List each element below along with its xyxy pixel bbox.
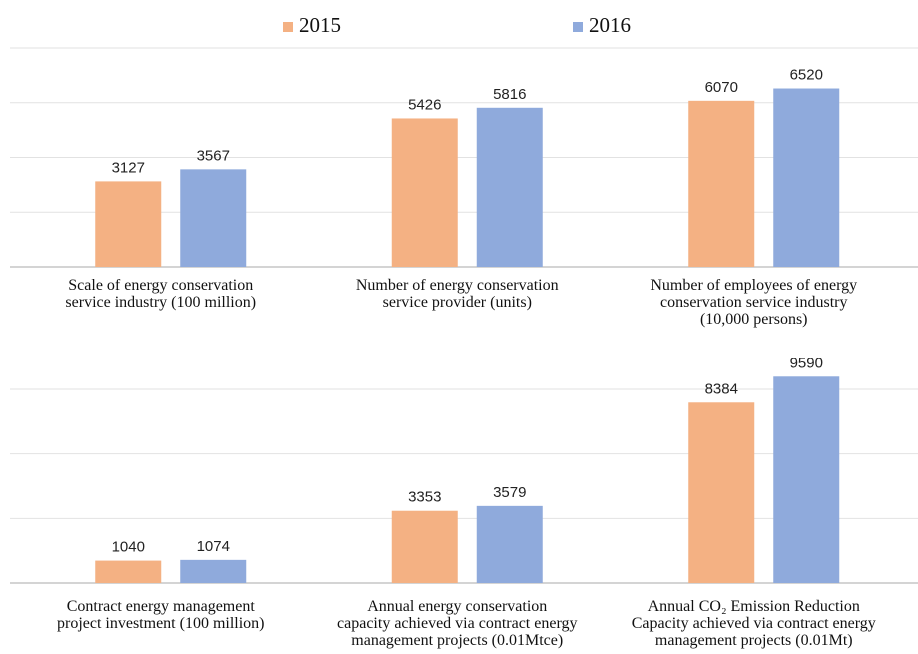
value-label: 6520 bbox=[790, 67, 823, 84]
value-label: 3353 bbox=[408, 489, 441, 506]
value-label: 3567 bbox=[197, 147, 230, 164]
legend-label: 2016 bbox=[589, 13, 631, 37]
value-label: 5426 bbox=[408, 96, 441, 113]
value-label: 1040 bbox=[112, 539, 145, 556]
plot: 3127 3567 5426 5816 6070 6520 bbox=[95, 67, 840, 268]
bar bbox=[180, 169, 247, 267]
bar bbox=[391, 510, 458, 583]
value-label: 6070 bbox=[705, 79, 738, 96]
legend-label: 2015 bbox=[299, 13, 341, 37]
bar bbox=[688, 100, 755, 268]
value-label: 3127 bbox=[112, 159, 145, 176]
bar bbox=[95, 181, 162, 267]
value-label: 1074 bbox=[197, 538, 230, 555]
value-label: 3579 bbox=[493, 484, 526, 501]
category-label: Annual CO₂ Emission Reduction Capacity a… bbox=[631, 598, 876, 649]
bar bbox=[476, 505, 543, 583]
value-label: 5816 bbox=[493, 86, 526, 103]
category-label: Annual energy conservation capacity achi… bbox=[337, 598, 578, 649]
bar bbox=[180, 559, 247, 583]
category-label: Number of employees of energy conservati… bbox=[650, 277, 858, 328]
bar bbox=[773, 88, 840, 267]
bar bbox=[391, 118, 458, 267]
plot: 1040 1074 3353 3579 8384 9590 bbox=[95, 354, 840, 583]
category-label: Contract energy management project inves… bbox=[56, 598, 265, 632]
value-label: 9590 bbox=[790, 354, 823, 371]
bar bbox=[773, 376, 840, 583]
legend-swatch bbox=[573, 22, 583, 32]
legend-swatch bbox=[283, 22, 293, 32]
bar bbox=[476, 107, 543, 267]
bar bbox=[688, 402, 755, 583]
category-label: Scale of energy conservation service ind… bbox=[65, 277, 257, 311]
bar bbox=[95, 560, 162, 583]
category-label: Number of energy conservation service pr… bbox=[355, 277, 559, 311]
value-label: 8384 bbox=[705, 380, 738, 397]
